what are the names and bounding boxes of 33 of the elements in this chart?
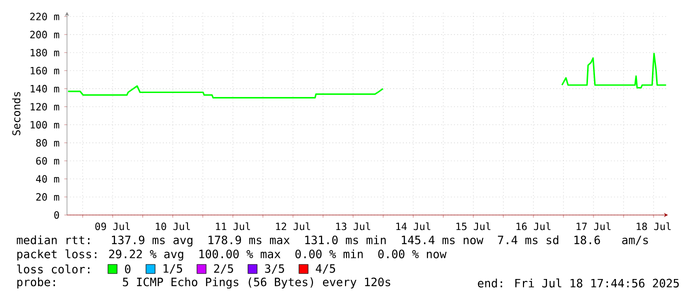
- y-tick-label: 220 m: [30, 12, 60, 20]
- y-axis-title: Seconds: [12, 92, 20, 136]
- x-tick-label: 18 Jul: [636, 222, 671, 230]
- x-tick-label: 13 Jul: [336, 222, 370, 230]
- text: packet loss: 29.22 % avg 100.00 % max 0.00 % min 0.00 % now: [17, 249, 447, 261]
- text: median rtt: 137.9 ms avg 178.9 ms max 131.0 ms min 145.4 ms now 7.4 ms sd 18.6 am/s: [16, 235, 648, 247]
- y-tick-label: 140 m: [30, 84, 60, 92]
- legend-label: 1/5: [164, 264, 182, 274]
- y-tick-label: 100 m: [30, 120, 60, 129]
- x-tick-label: 11 Jul: [216, 222, 250, 230]
- x-tick-label: 16 Jul: [516, 222, 550, 230]
- x-tick-label: 09 Jul: [95, 222, 130, 230]
- x-tick-label: 14 Jul: [396, 222, 430, 230]
- y-tick-label: 60 m: [36, 157, 60, 165]
- y-tick-label: 40 m: [36, 175, 60, 183]
- x-tick-label: 15 Jul: [456, 222, 490, 230]
- x-tick-label: 10 Jul: [156, 222, 190, 230]
- legend-label: 3/5: [265, 264, 284, 274]
- y-tick-label: 180 m: [30, 48, 60, 56]
- legend-title: loss color:: [17, 264, 90, 274]
- legend-label: 4/5: [316, 264, 336, 274]
- text: end: Fri Jul 18 17:44:56 2025: [478, 278, 679, 288]
- y-tick-label: 80 m: [36, 139, 60, 147]
- y-tick-label: 120 m: [30, 102, 60, 111]
- x-tick-label: 17 Jul: [576, 222, 611, 230]
- y-tick-label: 0: [54, 211, 59, 219]
- legend-label: 0: [125, 264, 130, 274]
- y-tick-label: 200 m: [30, 30, 60, 38]
- legend-label: 2/5: [214, 264, 234, 274]
- text: probe: 5 ICMP Echo Pings (56 Bytes) every 120s: [17, 277, 390, 289]
- y-tick-label: 20 m: [36, 193, 60, 201]
- x-tick-label: 12 Jul: [276, 222, 310, 230]
- y-tick-label: 160 m: [30, 66, 60, 74]
